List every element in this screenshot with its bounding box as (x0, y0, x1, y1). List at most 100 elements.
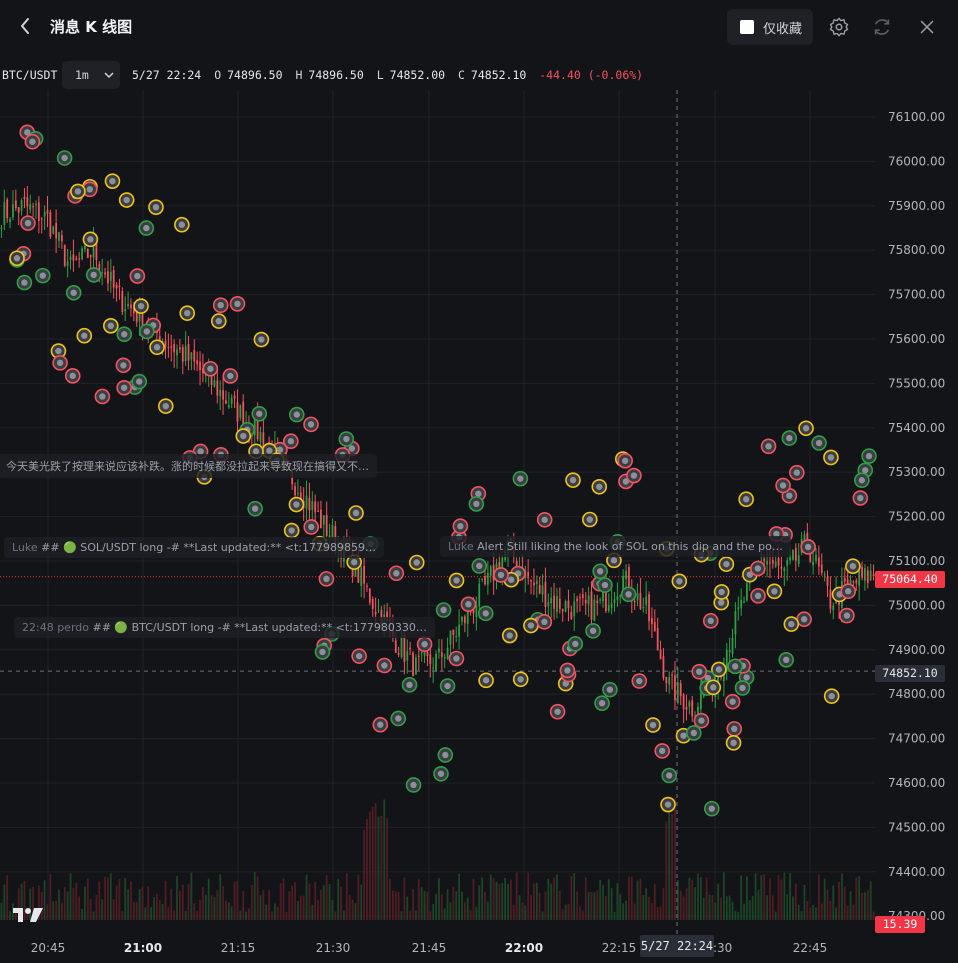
candle-body (653, 622, 656, 631)
volume-bar (130, 881, 132, 920)
volume-bar (360, 884, 363, 920)
candle-body (317, 510, 319, 512)
message-avatar-image (732, 663, 739, 670)
candle-body (81, 248, 83, 260)
volume-bar (118, 878, 121, 920)
candle-body (107, 271, 109, 284)
settings-icon[interactable] (828, 16, 850, 38)
candle-body (452, 629, 455, 635)
message-avatar-image (754, 592, 762, 600)
candle-body (320, 509, 322, 529)
candle-body (239, 405, 242, 418)
volume-bar (668, 811, 671, 920)
volume-bar (645, 888, 648, 920)
volume-bar (429, 911, 432, 920)
volume-bar (584, 877, 587, 920)
volume-bar (708, 894, 711, 920)
y-tick-label: 74400.00 (888, 865, 945, 879)
volume-bar (363, 829, 365, 920)
favorites-only-toggle[interactable]: 仅收藏 (727, 9, 813, 45)
candle-body (694, 715, 696, 717)
candle-body (409, 647, 412, 650)
tradingview-logo-icon (13, 908, 43, 922)
volume-bar (486, 901, 489, 920)
candle-body (357, 557, 360, 583)
message-avatar-image (81, 332, 88, 339)
message-avatar-image (743, 674, 750, 681)
candle-body (535, 580, 538, 584)
message-avatar-image (554, 708, 561, 715)
volume-bar (161, 904, 164, 920)
candle-body (363, 565, 365, 584)
message-avatar-image (251, 505, 259, 512)
candle-body (760, 560, 763, 562)
volume-bar (852, 904, 855, 920)
candle-body (14, 200, 17, 209)
volume-bar (282, 878, 285, 920)
volume-bar (204, 894, 207, 920)
message-annotation[interactable]: 22:48 perdo ## 🟢 BTC/USDT long -# **Last… (14, 617, 435, 638)
candle-body (570, 611, 573, 619)
annotation-user: Luke (12, 541, 38, 554)
favorites-only-checkbox[interactable] (740, 20, 754, 34)
candle-body (170, 346, 173, 348)
candle-body (639, 592, 642, 609)
refresh-icon[interactable] (871, 16, 893, 38)
candle-body (236, 402, 239, 422)
candle-body (475, 605, 478, 617)
candle-body (89, 255, 92, 257)
chart-canvas[interactable]: 76100.00 76000.00 75900.00 75800.00 75700.00… (0, 90, 958, 963)
message-annotation[interactable]: 今天美光跌了按理来说应该补跌。涨的时候都没拉起来导致现在搞得又不… (0, 454, 377, 478)
annotation-user: perdo (57, 621, 89, 634)
volume-bar (115, 885, 118, 920)
back-icon[interactable] (14, 14, 38, 38)
candle-body (731, 638, 734, 654)
message-annotation[interactable]: Luke ## 🟢 SOL/USDT long -# **Last update… (4, 537, 384, 558)
volume-bar (135, 901, 138, 920)
candle-body (743, 601, 745, 603)
volume-bar (699, 877, 702, 920)
candle-body (826, 576, 829, 587)
volume-bar (144, 907, 147, 920)
y-tick-label: 74700.00 (888, 732, 945, 746)
volume-bar (271, 911, 273, 920)
message-avatar-image (444, 682, 451, 690)
candle-body (581, 594, 584, 598)
volume-bar (866, 890, 869, 920)
open-key: O (214, 68, 222, 82)
volume-bar (682, 896, 685, 920)
candle-body (72, 254, 75, 261)
close-icon[interactable] (916, 16, 938, 38)
change-value: -44.40 (-0.06%) (539, 68, 644, 82)
message-avatar-image (442, 751, 449, 759)
volume-bar (469, 910, 472, 920)
low-key: L (376, 68, 384, 82)
candle-body (95, 237, 98, 261)
volume-bar (351, 899, 354, 920)
volume-bar (512, 904, 515, 920)
volume-bar (331, 899, 334, 920)
candle-body (656, 628, 659, 651)
candle-body (0, 227, 3, 229)
interval-select[interactable]: 1m (62, 61, 120, 89)
message-avatar-image (184, 309, 191, 317)
volume-bar (495, 881, 498, 920)
volume-bar (521, 902, 524, 920)
message-avatar-image (723, 560, 730, 568)
y-tick-label: 75100.00 (888, 554, 945, 568)
volume-bar (9, 911, 11, 920)
volume-bar (3, 884, 6, 920)
message-annotation[interactable]: Luke Alert Still liking the look of SOL … (440, 536, 791, 557)
candle-body (613, 599, 616, 603)
candle-body (26, 197, 29, 207)
candle-body (668, 677, 671, 685)
volume-bar (268, 890, 271, 920)
volume-bar (746, 876, 748, 920)
volume-bar (72, 887, 75, 920)
candlestick-chart[interactable]: 76100.00 76000.00 75900.00 75800.00 75700.00… (0, 90, 958, 963)
message-avatar-image (473, 500, 480, 508)
message-avatar-image (482, 610, 489, 617)
volume-bar (826, 889, 829, 920)
volume-bar (515, 872, 518, 920)
volume-bar (748, 900, 751, 920)
